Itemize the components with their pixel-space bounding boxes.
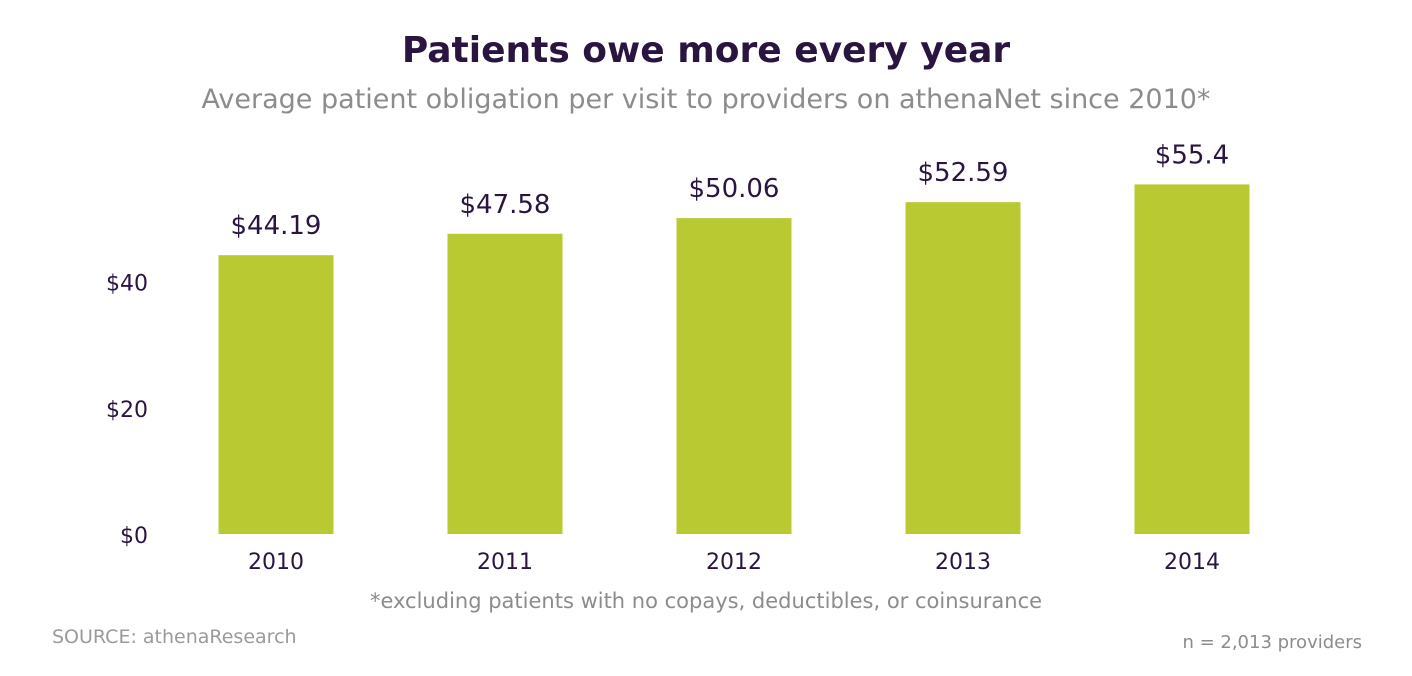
bar <box>905 202 1021 534</box>
data-label: $55.4 <box>1155 140 1229 170</box>
data-label: $52.59 <box>918 158 1009 188</box>
x-tick-label: 2013 <box>935 550 991 575</box>
data-label: $44.19 <box>231 211 322 241</box>
x-tick-label: 2014 <box>1164 550 1220 575</box>
y-tick-label: $20 <box>106 398 148 423</box>
data-label: $50.06 <box>689 174 780 204</box>
chart-subtitle: Average patient obligation per visit to … <box>201 84 1211 115</box>
source-note: SOURCE: athenaResearch <box>52 626 297 648</box>
sample-size-note: n = 2,013 providers <box>1182 632 1362 653</box>
x-tick-label: 2010 <box>248 550 304 575</box>
chart-title: Patients owe more every year <box>401 30 1011 71</box>
bar <box>447 233 563 534</box>
y-tick-label: $0 <box>120 524 148 549</box>
data-label: $47.58 <box>460 190 551 220</box>
bar <box>218 255 334 534</box>
x-tick-label: 2012 <box>706 550 762 575</box>
footnote: *excluding patients with no copays, dedu… <box>369 589 1043 613</box>
bar <box>1134 184 1250 534</box>
x-tick-label: 2011 <box>477 550 533 575</box>
bar <box>676 218 792 534</box>
y-tick-label: $40 <box>106 272 148 297</box>
